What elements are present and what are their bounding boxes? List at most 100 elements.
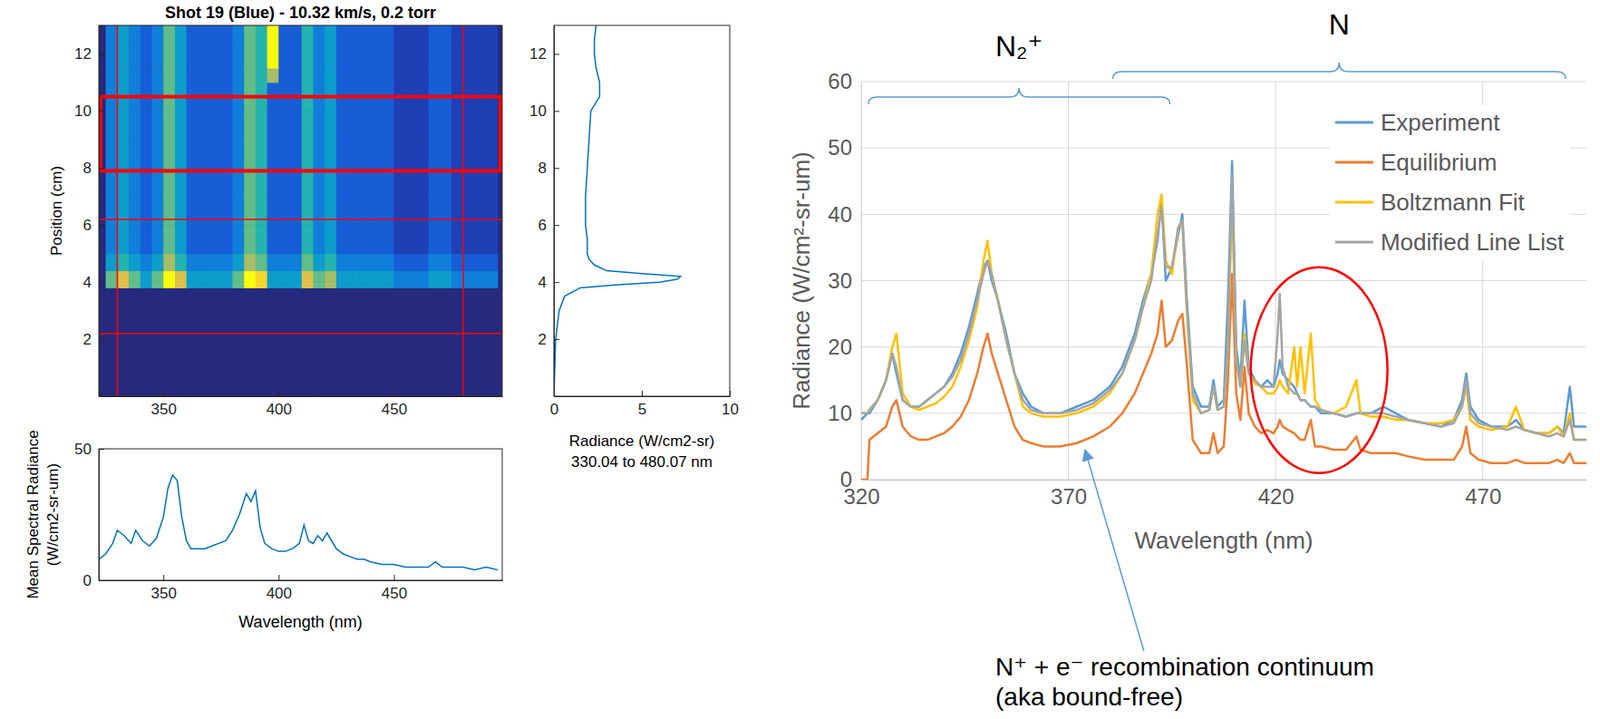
heatmap-cell (451, 139, 464, 169)
heatmap-cell (358, 224, 371, 254)
heatmap-cell (232, 271, 244, 289)
heatmap-cell (393, 39, 406, 69)
tick-mark (98, 167, 105, 169)
tick-label: 5 (638, 400, 647, 418)
heatmap-cell (301, 224, 314, 254)
heatmap-cell (393, 271, 406, 289)
tick: 6 (83, 216, 105, 234)
heatmap-cell (186, 224, 199, 254)
marker-line (98, 332, 503, 335)
tick-mark (98, 53, 105, 55)
heatmap-cell (348, 39, 360, 69)
tick: 10 (529, 102, 560, 120)
annotation-label: N₂⁺ (995, 29, 1043, 63)
plot-area (861, 161, 1587, 480)
plot-background (98, 25, 503, 397)
tick-label: 0 (840, 466, 853, 492)
heatmap-cell (221, 39, 233, 69)
heatmap-cell (382, 139, 395, 169)
heatmap-cell (221, 25, 233, 40)
heatmap-cell (151, 67, 164, 83)
heatmap-cell (163, 110, 175, 140)
tick-label: 420 (1258, 484, 1295, 509)
heatmap-cell (312, 253, 325, 272)
heatmap-cell (463, 67, 476, 83)
tick: 10 (827, 400, 862, 426)
heatmap-cell (416, 139, 429, 169)
figure: 35040045024681012Shot 19 (Blue) - 10.32 … (0, 0, 1600, 719)
heatmap-cell (221, 196, 233, 226)
heatmap-cell (348, 253, 360, 272)
heatmap-cell (336, 224, 349, 254)
heatmap-cell (348, 67, 360, 83)
heatmap-cell (474, 139, 486, 169)
tick: 10 (74, 102, 105, 120)
heatmap-cell (278, 39, 291, 69)
heatmap-cell (140, 39, 153, 69)
heatmap-cell (439, 253, 452, 272)
tick: 400 (266, 390, 292, 418)
tick-mark (393, 390, 395, 397)
heatmap-cell (243, 25, 256, 40)
heatmap-cell (324, 271, 337, 289)
tick-label: 60 (827, 68, 853, 94)
heatmap-cell (174, 196, 187, 226)
heatmap-cell (128, 25, 141, 40)
heatmap-cell (451, 39, 464, 69)
legend-entry: Equilibrium (1380, 148, 1498, 176)
tick-label: 12 (74, 45, 92, 63)
tick-mark (278, 574, 280, 581)
heatmap-cell (324, 224, 337, 254)
heatmap-cell (474, 253, 486, 272)
heatmap-cell (312, 110, 325, 140)
heatmap-cell (243, 253, 256, 272)
axis-title: Radiance (W/cm²-sr-um) (787, 151, 815, 410)
heatmap-cell (358, 67, 371, 83)
heatmap-cell (405, 253, 417, 272)
heatmap-cell (116, 139, 129, 169)
heatmap-cell (428, 224, 441, 254)
heatmap-cell (312, 271, 325, 289)
heatmap-cell (209, 39, 222, 69)
heatmap-cell (116, 110, 129, 140)
heatmap-cell (416, 39, 429, 69)
heatmap-cell (209, 67, 222, 83)
axis-line (554, 396, 731, 398)
tick-mark (163, 574, 165, 581)
heatmap-cell (232, 25, 244, 40)
tick-mark (553, 281, 560, 283)
tick-label: 10 (74, 102, 92, 120)
grid-line (1067, 81, 1069, 480)
heatmap-cell (140, 253, 153, 272)
tick: 2 (538, 330, 560, 349)
bracket (868, 87, 1171, 105)
axis-line (99, 396, 504, 398)
heatmap-cell (405, 196, 417, 226)
heatmap-cell (336, 25, 349, 40)
axis-line (98, 26, 100, 398)
heatmap-cell (128, 67, 141, 83)
tick-label: 350 (151, 584, 177, 602)
tick-mark (729, 390, 731, 397)
tick: 10 (721, 390, 739, 418)
heatmap-cell (370, 196, 383, 226)
heatmap-cell (451, 67, 464, 83)
heatmap-cell (255, 25, 268, 40)
heatmap-cell (255, 110, 268, 140)
heatmap-cell (439, 271, 452, 289)
heatmap-cell (393, 196, 406, 226)
marker-line (462, 25, 465, 397)
heatmap-cell (243, 67, 256, 83)
heatmap-cell (174, 287, 187, 397)
tick-mark (98, 224, 105, 226)
y-axis: 0102030405060 (827, 68, 862, 492)
tick: 50 (74, 440, 105, 458)
y-axis: 0 50 (74, 440, 105, 590)
tick-mark (553, 224, 560, 226)
heatmap-cell (312, 224, 325, 254)
axis-title: 330.04 to 480.07 nm (571, 453, 713, 471)
heatmap-cell (267, 271, 280, 289)
heatmap-cell (358, 110, 371, 140)
heatmap-cell (209, 110, 222, 140)
tick-label: 0 (83, 572, 92, 590)
